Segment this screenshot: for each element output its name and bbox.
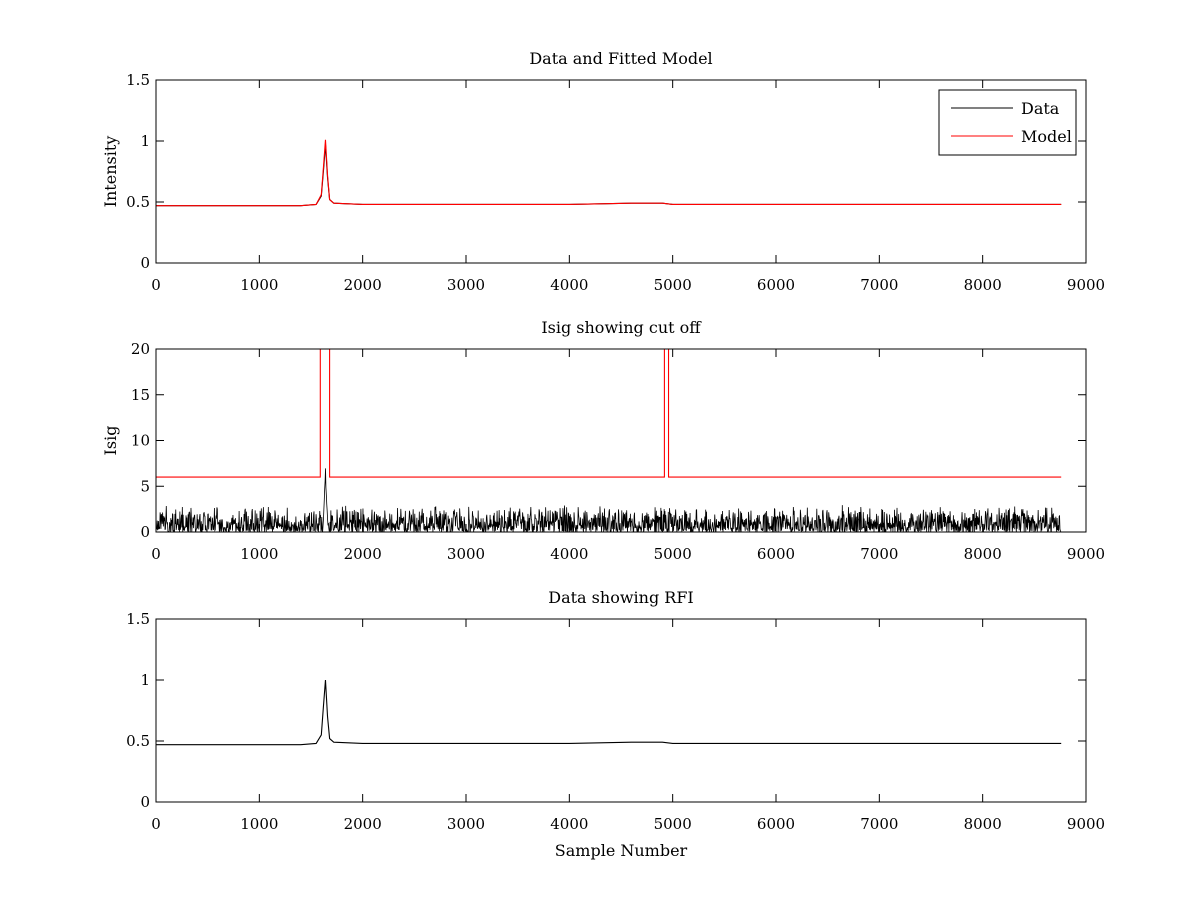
- legend: Data Model: [938, 89, 1077, 156]
- y-tick-label: 0: [140, 793, 150, 811]
- x-axis-label: Sample Number: [555, 841, 688, 860]
- x-tick-label: 8000: [964, 815, 1002, 833]
- legend-box: [938, 89, 1077, 156]
- series-line-data: [156, 144, 1062, 207]
- x-tick-label: 0: [151, 276, 161, 294]
- x-tick-label: 1000: [240, 815, 278, 833]
- y-tick-label: 1: [140, 132, 150, 150]
- x-tick-label: 5000: [654, 815, 692, 833]
- x-tick-label: 3000: [447, 815, 485, 833]
- x-tick-label: 4000: [550, 545, 588, 563]
- x-tick-label: 4000: [550, 815, 588, 833]
- series-line-isig: [156, 468, 1062, 532]
- y-axis-label: Isig: [101, 426, 120, 456]
- y-tick-label: 0: [140, 254, 150, 272]
- plot-area: [156, 679, 1062, 746]
- x-tick-label: 3000: [447, 276, 485, 294]
- x-tick-label: 1000: [240, 545, 278, 563]
- x-tick-label: 9000: [1067, 815, 1105, 833]
- x-tick-label: 5000: [654, 545, 692, 563]
- series-line-isig: [156, 679, 1062, 746]
- chart-panel-3: 0 1000 2000 3000 4000 5000 6000 7000 8000 9000 0 0.…: [126, 588, 1105, 860]
- legend-label-data: Data: [1021, 99, 1060, 118]
- x-tick-label: 7000: [860, 815, 898, 833]
- y-tick-label: 0: [140, 523, 150, 541]
- x-tick-label: 2000: [344, 815, 382, 833]
- x-tick-label: 7000: [860, 545, 898, 563]
- x-tick-label: 9000: [1067, 276, 1105, 294]
- x-tick-label: 6000: [757, 815, 795, 833]
- y-tick-label: 10: [131, 432, 150, 450]
- y-tick-label: 0.5: [126, 732, 150, 750]
- y-tick-label: 1.5: [126, 71, 150, 89]
- x-tick-label: 0: [151, 815, 161, 833]
- chart-title: Data showing RFI: [548, 588, 693, 607]
- chart-panel-2: 0 1000 2000 3000 4000 5000 6000 7000 8000 9000 0 5 1…: [101, 318, 1105, 563]
- x-tick-label: 6000: [757, 276, 795, 294]
- y-axis-label: Intensity: [101, 136, 120, 208]
- y-tick-label: 5: [140, 477, 150, 495]
- legend-label-model: Model: [1021, 127, 1072, 146]
- plot-area: [156, 349, 1062, 532]
- x-tick-label: 9000: [1067, 545, 1105, 563]
- chart-panel-1: 0 1000 2000 3000 4000 5000 6000 7000 8000 9000 0 0.…: [101, 49, 1105, 294]
- y-tick-label: 20: [131, 340, 150, 358]
- x-tick-label: 7000: [860, 276, 898, 294]
- plot-area: [156, 139, 1062, 207]
- series-line-model: [156, 139, 1062, 207]
- x-tick-label: 4000: [550, 276, 588, 294]
- x-tick-label: 2000: [344, 276, 382, 294]
- x-tick-label: 8000: [964, 545, 1002, 563]
- y-tick-label: 1: [140, 671, 150, 689]
- series-line-cutoff: [156, 349, 1062, 478]
- x-tick-label: 1000: [240, 276, 278, 294]
- chart-title: Isig showing cut off: [541, 318, 702, 337]
- axes-box: [155, 348, 1087, 533]
- axes-box: [155, 618, 1087, 803]
- chart-title: Data and Fitted Model: [529, 49, 712, 68]
- y-tick-label: 1.5: [126, 610, 150, 628]
- x-tick-label: 6000: [757, 545, 795, 563]
- y-tick-label: 15: [131, 386, 150, 404]
- x-tick-label: 2000: [344, 545, 382, 563]
- x-tick-label: 3000: [447, 545, 485, 563]
- y-tick-label: 0.5: [126, 193, 150, 211]
- x-tick-label: 0: [151, 545, 161, 563]
- x-tick-label: 8000: [964, 276, 1002, 294]
- axes-box: [155, 79, 1087, 264]
- x-tick-label: 5000: [654, 276, 692, 294]
